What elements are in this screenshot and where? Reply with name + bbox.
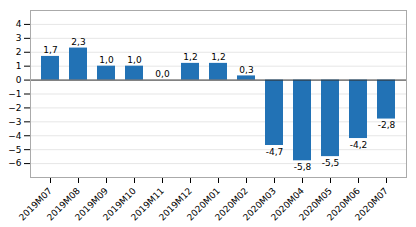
svg-text:2019M09: 2019M09 (73, 185, 110, 223)
svg-text:−3: −3 (8, 117, 21, 127)
svg-text:2020M05: 2020M05 (297, 185, 334, 223)
svg-text:-5,8: -5,8 (294, 162, 312, 172)
svg-text:−6: −6 (8, 158, 22, 168)
svg-text:-2,8: -2,8 (378, 120, 396, 130)
svg-text:2019M07: 2019M07 (17, 185, 54, 223)
svg-text:2020M04: 2020M04 (269, 185, 306, 223)
svg-text:0,0: 0,0 (155, 69, 170, 79)
svg-text:−4: −4 (8, 131, 22, 141)
svg-text:2,3: 2,3 (71, 37, 85, 47)
svg-text:1,2: 1,2 (183, 52, 197, 62)
svg-text:1,0: 1,0 (99, 55, 114, 65)
svg-text:-5,5: -5,5 (322, 158, 340, 168)
svg-text:0: 0 (16, 75, 22, 85)
svg-text:1,0: 1,0 (127, 55, 142, 65)
svg-text:−5: −5 (8, 145, 21, 155)
svg-text:-4,7: -4,7 (266, 147, 284, 157)
svg-text:4: 4 (16, 19, 22, 29)
svg-text:1,7: 1,7 (43, 45, 57, 55)
svg-text:3: 3 (16, 33, 22, 43)
svg-text:2020M02: 2020M02 (213, 185, 250, 223)
svg-text:2019M12: 2019M12 (157, 185, 194, 223)
svg-text:2019M08: 2019M08 (45, 185, 82, 223)
svg-text:1,2: 1,2 (211, 52, 225, 62)
svg-text:-4,2: -4,2 (350, 140, 368, 150)
svg-text:−1: −1 (8, 89, 21, 99)
svg-text:2020M07: 2020M07 (353, 186, 390, 223)
svg-text:2: 2 (16, 47, 22, 57)
svg-text:2020M01: 2020M01 (185, 185, 222, 223)
svg-text:−2: −2 (8, 103, 21, 113)
svg-text:2019M10: 2019M10 (101, 185, 138, 223)
svg-text:0,3: 0,3 (239, 65, 253, 75)
svg-text:2019M11: 2019M11 (129, 185, 166, 223)
svg-text:2020M06: 2020M06 (325, 185, 362, 223)
svg-text:1: 1 (16, 61, 22, 71)
svg-text:2020M03: 2020M03 (241, 185, 278, 223)
